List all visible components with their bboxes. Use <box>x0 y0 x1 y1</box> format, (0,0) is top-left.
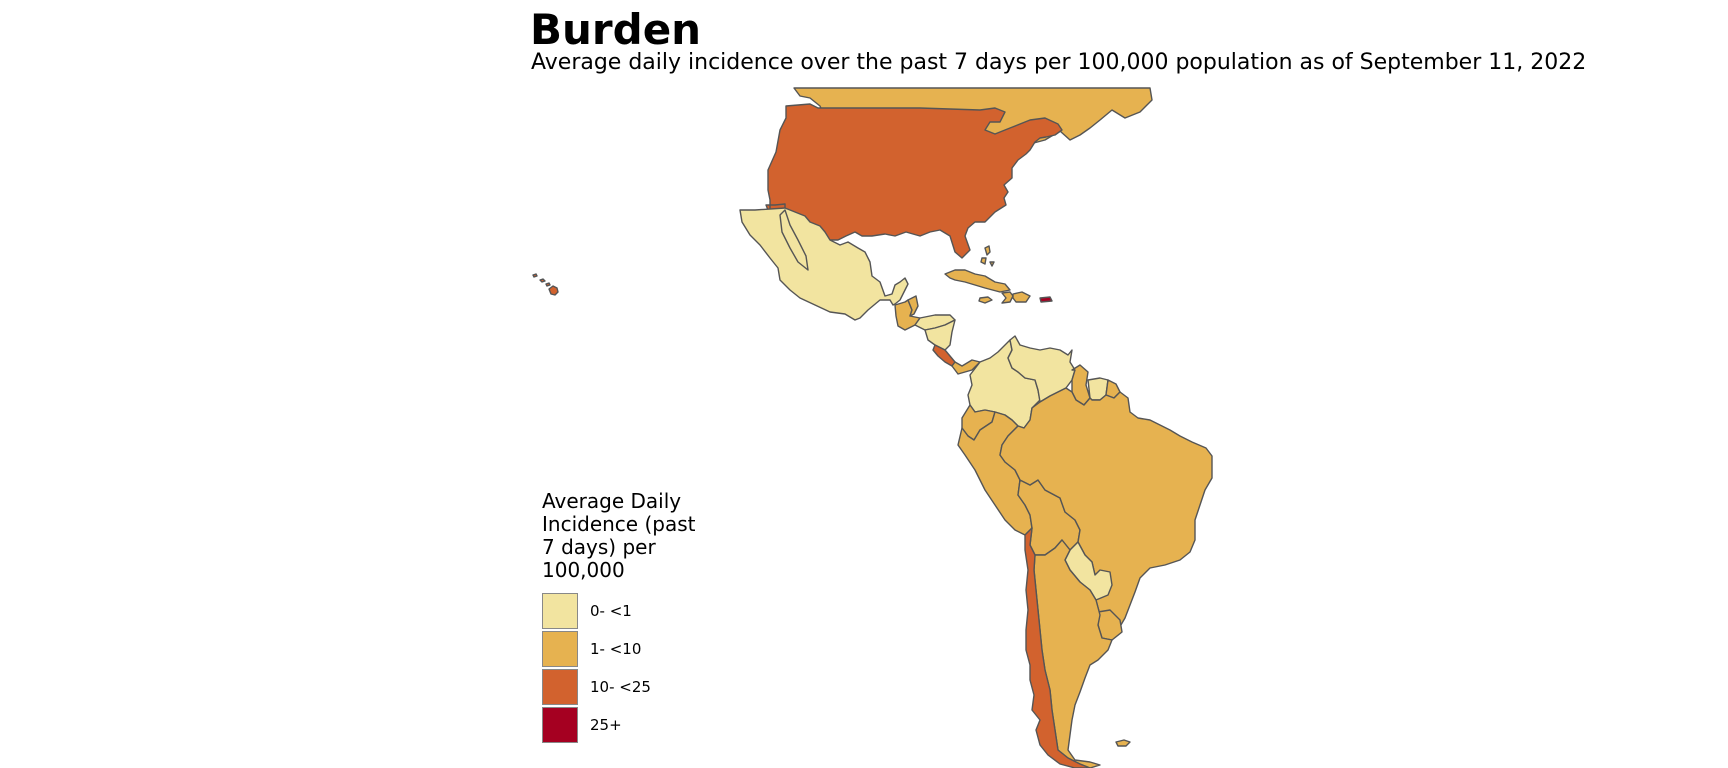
map-subtitle: Average daily incidence over the past 7 … <box>531 50 1587 75</box>
legend-item: 1- <10 <box>542 630 742 668</box>
region-united-states <box>765 103 1063 259</box>
legend-item: 0- <1 <box>542 592 742 630</box>
legend-swatch <box>542 669 578 705</box>
legend-label: 25+ <box>590 716 622 734</box>
legend-label: 10- <25 <box>590 678 651 696</box>
region-mexico <box>739 207 909 321</box>
legend-swatch <box>542 593 578 629</box>
region-hawaii <box>548 285 559 296</box>
legend: Average Daily Incidence (past 7 days) pe… <box>542 490 742 744</box>
map-title: Burden <box>530 5 702 54</box>
legend-label: 0- <1 <box>590 602 632 620</box>
region-belize <box>907 295 919 317</box>
legend-swatch <box>542 707 578 743</box>
legend-title: Average Daily Incidence (past 7 days) pe… <box>542 489 696 582</box>
region-puerto-rico <box>1039 296 1053 303</box>
legend-label: 1- <10 <box>590 640 642 658</box>
region-haiti <box>1001 291 1014 304</box>
region-hawaii-islands <box>532 273 551 287</box>
region-venezuela <box>1007 335 1076 403</box>
legend-item: 25+ <box>542 706 742 744</box>
region-brazil <box>999 387 1213 639</box>
region-jamaica <box>978 296 993 304</box>
region-falkland-islands <box>1115 739 1131 747</box>
region-bahamas <box>980 245 995 267</box>
region-nicaragua <box>924 319 956 351</box>
legend-swatch <box>542 631 578 667</box>
legend-item: 10- <25 <box>542 668 742 706</box>
region-chile <box>1024 527 1091 768</box>
region-cuba <box>944 269 1011 293</box>
region-dominican-republic <box>1012 291 1031 303</box>
